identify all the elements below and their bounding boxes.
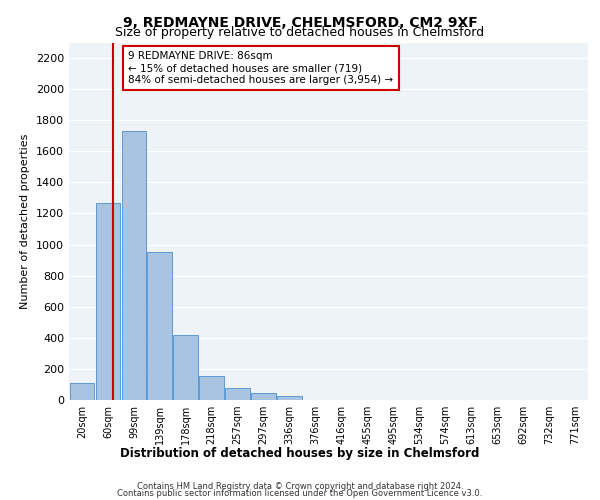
- Y-axis label: Number of detached properties: Number of detached properties: [20, 134, 31, 309]
- Bar: [122, 131, 146, 400]
- Bar: [226, 388, 250, 400]
- Bar: [251, 393, 276, 400]
- Text: Size of property relative to detached houses in Chelmsford: Size of property relative to detached ho…: [115, 26, 485, 39]
- Bar: [70, 383, 94, 400]
- Text: Contains HM Land Registry data © Crown copyright and database right 2024.: Contains HM Land Registry data © Crown c…: [137, 482, 463, 491]
- Bar: [95, 202, 120, 400]
- Bar: [173, 336, 198, 400]
- Bar: [148, 252, 172, 400]
- Bar: [277, 396, 302, 400]
- Text: Contains public sector information licensed under the Open Government Licence v3: Contains public sector information licen…: [118, 489, 482, 498]
- Text: 9, REDMAYNE DRIVE, CHELMSFORD, CM2 9XF: 9, REDMAYNE DRIVE, CHELMSFORD, CM2 9XF: [122, 16, 478, 30]
- Text: 9 REDMAYNE DRIVE: 86sqm
← 15% of detached houses are smaller (719)
84% of semi-d: 9 REDMAYNE DRIVE: 86sqm ← 15% of detache…: [128, 52, 394, 84]
- Bar: [199, 376, 224, 400]
- Text: Distribution of detached houses by size in Chelmsford: Distribution of detached houses by size …: [121, 448, 479, 460]
